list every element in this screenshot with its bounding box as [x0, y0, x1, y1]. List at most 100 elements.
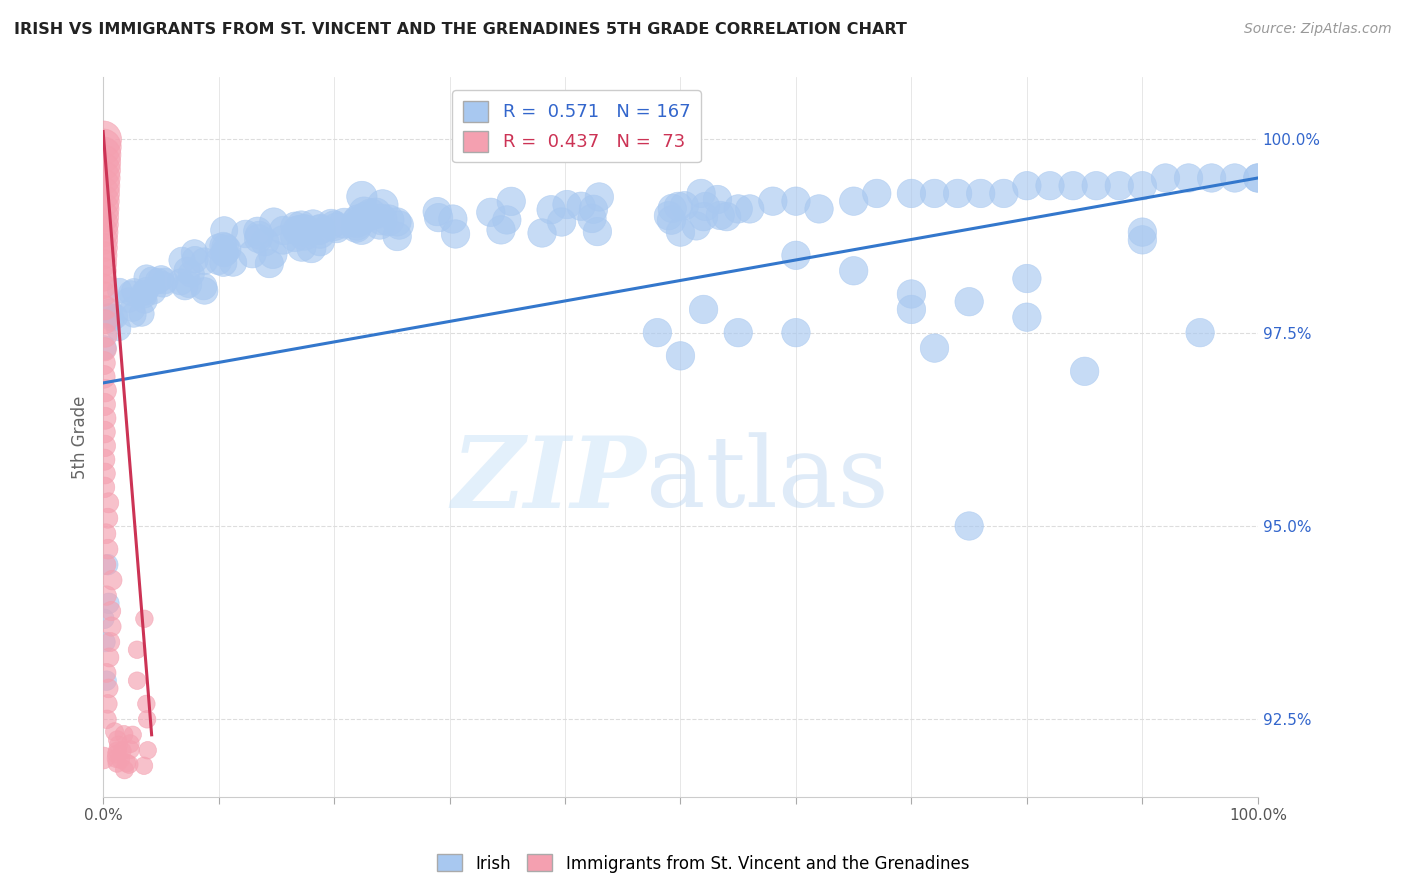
Point [112, 727, 135, 741]
Point [291, 240, 314, 254]
Point [94, 467, 117, 481]
Point [647, 326, 669, 340]
Point [177, 277, 200, 292]
Point [127, 673, 149, 688]
Point [98, 635, 121, 649]
Point [284, 219, 307, 234]
Point [1062, 178, 1084, 193]
Point [706, 193, 728, 207]
Text: ZIP: ZIP [451, 432, 645, 528]
Point [727, 326, 749, 340]
Point [91, 751, 114, 765]
Point [212, 223, 235, 237]
Point [193, 254, 215, 268]
Point [385, 215, 408, 229]
Point [262, 247, 284, 261]
Point [1130, 178, 1153, 193]
Point [292, 225, 315, 239]
Point [96, 589, 118, 603]
Point [273, 223, 295, 237]
Point [110, 752, 132, 766]
Point [235, 227, 257, 241]
Point [105, 751, 128, 765]
Point [785, 194, 807, 209]
Point [588, 190, 610, 204]
Point [93, 287, 115, 301]
Point [489, 223, 512, 237]
Point [118, 293, 141, 307]
Point [344, 220, 367, 235]
Point [247, 232, 270, 246]
Point [1015, 271, 1038, 285]
Point [1177, 171, 1199, 186]
Point [285, 223, 308, 237]
Point [738, 202, 761, 216]
Point [299, 241, 322, 255]
Point [364, 206, 387, 220]
Point [146, 274, 169, 288]
Point [132, 758, 155, 772]
Point [152, 277, 174, 292]
Point [93, 397, 115, 411]
Point [900, 302, 922, 317]
Point [91, 148, 114, 162]
Point [142, 285, 165, 299]
Point [1247, 171, 1270, 186]
Point [957, 294, 980, 309]
Point [246, 224, 269, 238]
Text: IRISH VS IMMIGRANTS FROM ST. VINCENT AND THE GRENADINES 5TH GRADE CORRELATION CH: IRISH VS IMMIGRANTS FROM ST. VINCENT AND… [14, 22, 907, 37]
Point [115, 756, 138, 770]
Point [118, 757, 141, 772]
Point [91, 248, 114, 262]
Point [970, 186, 993, 201]
Point [134, 288, 156, 302]
Point [94, 328, 117, 343]
Point [104, 310, 127, 324]
Legend: Irish, Immigrants from St. Vincent and the Grenadines: Irish, Immigrants from St. Vincent and t… [430, 847, 976, 880]
Point [100, 619, 122, 633]
Point [346, 218, 368, 232]
Point [120, 286, 142, 301]
Point [98, 309, 121, 323]
Point [325, 220, 347, 235]
Point [135, 270, 157, 285]
Legend: R =  0.571   N = 167, R =  0.437   N =  73: R = 0.571 N = 167, R = 0.437 N = 73 [453, 90, 702, 162]
Point [308, 223, 330, 237]
Point [354, 210, 377, 224]
Point [288, 223, 311, 237]
Point [360, 207, 382, 221]
Point [501, 194, 523, 209]
Point [214, 245, 236, 260]
Point [993, 186, 1015, 201]
Point [93, 480, 115, 494]
Point [207, 254, 229, 268]
Point [94, 315, 117, 329]
Point [91, 233, 114, 247]
Point [540, 202, 562, 217]
Point [136, 743, 159, 757]
Point [661, 202, 683, 216]
Point [309, 222, 332, 236]
Point [101, 312, 124, 326]
Point [346, 215, 368, 229]
Point [97, 558, 120, 572]
Point [294, 222, 316, 236]
Point [661, 213, 683, 227]
Point [169, 275, 191, 289]
Point [690, 186, 713, 201]
Point [122, 308, 145, 322]
Point [1015, 310, 1038, 325]
Point [91, 140, 114, 154]
Point [292, 222, 315, 236]
Point [91, 256, 114, 270]
Point [1130, 233, 1153, 247]
Point [1247, 171, 1270, 186]
Point [1015, 178, 1038, 193]
Point [91, 241, 114, 255]
Point [695, 199, 717, 213]
Point [842, 264, 865, 278]
Point [125, 642, 148, 657]
Point [353, 205, 375, 219]
Point [263, 215, 285, 229]
Point [193, 279, 215, 293]
